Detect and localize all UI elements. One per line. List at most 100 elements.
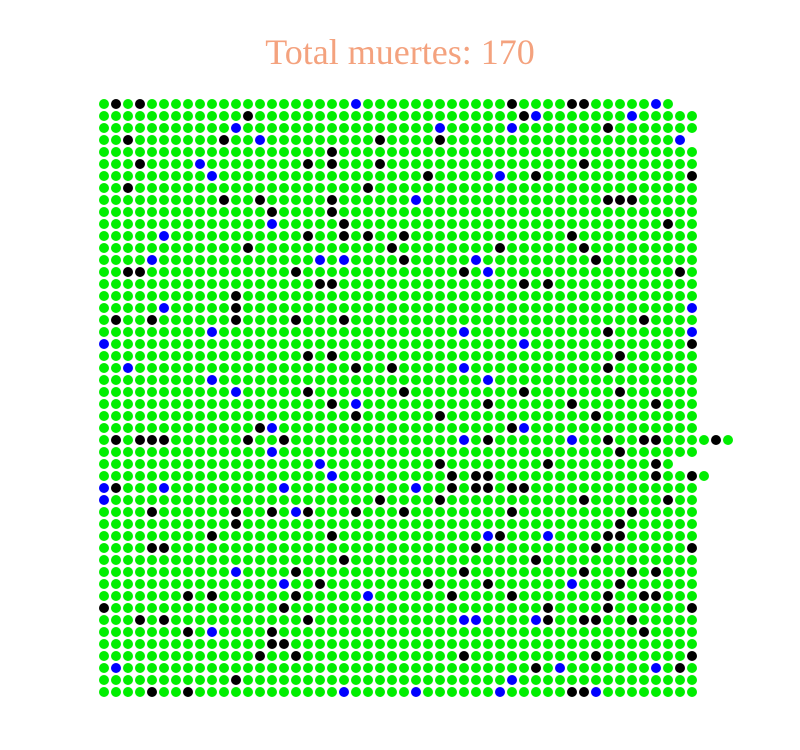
cell [315,111,325,121]
cell [411,207,421,217]
cell [495,159,505,169]
cell [363,351,373,361]
cell [339,135,349,145]
cell [507,363,517,373]
cell [303,255,313,265]
cell [183,363,193,373]
cell [255,243,265,253]
cell [471,435,481,445]
cell [459,423,469,433]
cell [447,135,457,145]
cell [627,663,637,673]
cell [675,255,685,265]
cell [387,303,397,313]
cell [135,207,145,217]
cell [159,399,169,409]
cell [183,531,193,541]
cell [639,531,649,541]
cell [555,159,565,169]
cell [243,435,253,445]
cell [483,519,493,529]
cell [531,159,541,169]
cell [267,267,277,277]
cell [675,135,685,145]
cell [675,543,685,553]
cell [387,435,397,445]
cell [183,543,193,553]
cell [363,603,373,613]
cell [387,531,397,541]
cell [567,411,577,421]
cell [339,195,349,205]
cell [675,267,685,277]
cell [99,495,109,505]
cell [279,687,289,697]
cell [507,207,517,217]
cell [339,399,349,409]
cell [603,183,613,193]
cell [147,615,157,625]
cell [195,147,205,157]
cell [267,363,277,373]
cell [303,615,313,625]
cell [303,279,313,289]
cell [459,591,469,601]
cell [483,603,493,613]
cell [363,411,373,421]
cell [195,207,205,217]
cell [243,207,253,217]
cell [603,147,613,157]
cell [159,99,169,109]
cell [339,231,349,241]
cell [303,591,313,601]
cell [555,663,565,673]
cell [531,135,541,145]
cell [111,387,121,397]
cell [483,171,493,181]
cell [663,111,673,121]
cell [183,579,193,589]
cell [531,291,541,301]
cell [267,399,277,409]
cell [243,639,253,649]
cell [531,315,541,325]
cell [507,663,517,673]
cell [471,159,481,169]
cell [591,279,601,289]
cell [687,603,697,613]
cell [519,603,529,613]
cell [351,159,361,169]
cell [555,447,565,457]
cell [339,363,349,373]
cell [219,399,229,409]
cell [135,315,145,325]
cell [303,663,313,673]
cell [315,615,325,625]
cell [507,99,517,109]
cell [411,183,421,193]
cell [447,495,457,505]
cell [567,615,577,625]
cell [159,651,169,661]
cell [471,663,481,673]
cell [459,651,469,661]
cell [123,495,133,505]
cell [519,231,529,241]
cell [459,507,469,517]
cell [423,495,433,505]
cell [147,447,157,457]
cell [159,279,169,289]
cell [567,675,577,685]
cell [135,555,145,565]
cell [195,363,205,373]
cell [411,123,421,133]
cell [303,399,313,409]
cell [459,219,469,229]
cell [207,603,217,613]
cell [207,651,217,661]
cell [543,471,553,481]
cell [315,495,325,505]
cell [435,591,445,601]
cell [255,447,265,457]
cell [411,327,421,337]
